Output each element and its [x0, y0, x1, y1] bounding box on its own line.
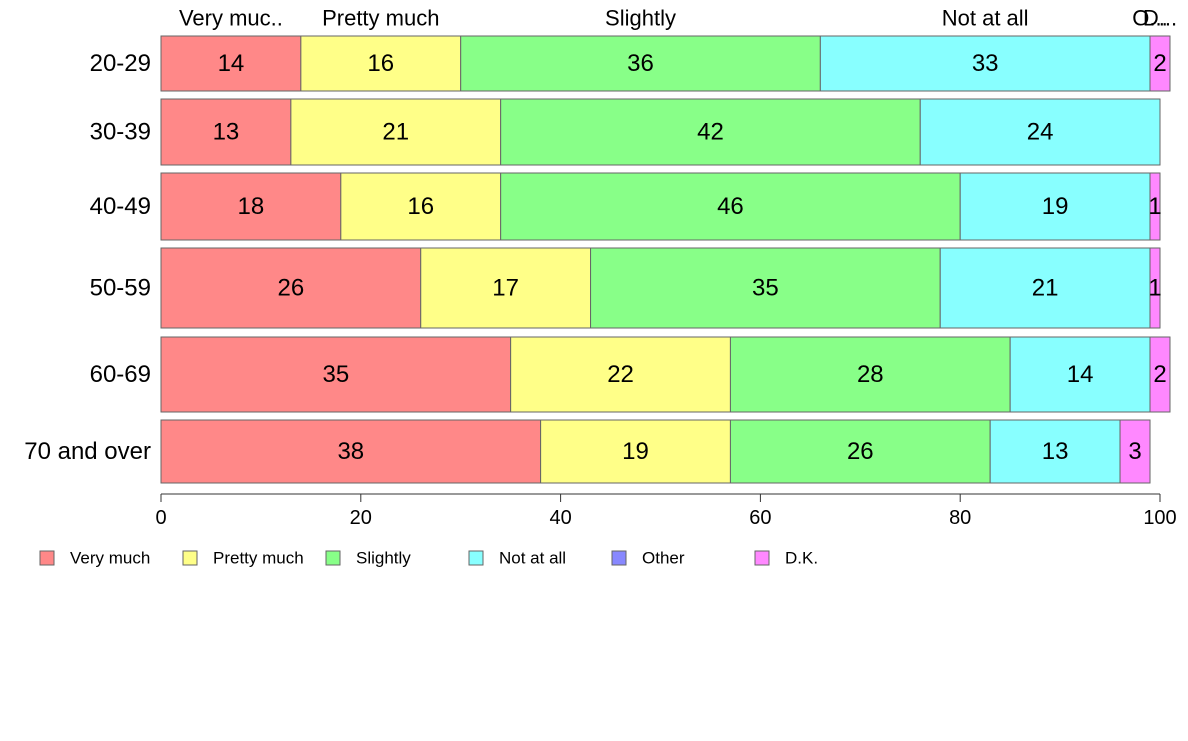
bar-segment — [160, 336, 512, 413]
bar-segment — [939, 247, 1151, 329]
bar-value-label: 13 — [1042, 438, 1069, 465]
bar-value-label: 1 — [1148, 193, 1161, 220]
legend-swatch — [611, 550, 627, 566]
top-series-label: Slightly — [605, 6, 676, 31]
legend-swatch — [325, 550, 341, 566]
bar-segment — [590, 247, 941, 329]
bar-segment — [540, 419, 731, 484]
bar-segment — [500, 172, 961, 241]
bar-value-label: 26 — [278, 275, 305, 302]
bar-value-label: 22 — [607, 361, 634, 388]
bar-segment — [1149, 172, 1161, 241]
bar-value-label: 16 — [407, 193, 434, 220]
bar-value-label: 3 — [1128, 438, 1141, 465]
bar-segment — [1149, 35, 1171, 92]
top-series-label: Pretty much — [322, 6, 439, 31]
bar-segment — [340, 172, 502, 241]
category-label: 50-59 — [90, 275, 151, 302]
bar-value-label: 14 — [1067, 361, 1094, 388]
bar-segment — [959, 172, 1151, 241]
legend-swatch — [468, 550, 484, 566]
bar-value-label: 17 — [492, 275, 519, 302]
bar-value-label: 46 — [717, 193, 744, 220]
bar-segment — [1149, 336, 1171, 413]
legend-label: D.K. — [785, 549, 818, 568]
bar-value-label: 26 — [847, 438, 874, 465]
bar-value-label: 36 — [627, 50, 654, 77]
bar-segment — [160, 35, 302, 92]
bar-value-label: 2 — [1153, 361, 1166, 388]
x-tick-label: 40 — [549, 507, 571, 529]
bar-value-label: 18 — [238, 193, 265, 220]
bar-value-label: 19 — [622, 438, 649, 465]
bar-segment — [460, 35, 821, 92]
bar-segment — [290, 98, 502, 166]
bar-value-label: 1 — [1148, 275, 1161, 302]
legend-swatch — [182, 550, 198, 566]
x-tick-label: 0 — [155, 507, 166, 529]
bar-value-label: 2 — [1153, 50, 1166, 77]
bar-value-label: 13 — [213, 119, 240, 146]
bar-value-label: 35 — [322, 361, 349, 388]
legend-label: Other — [642, 549, 685, 568]
top-series-label: O... — [1132, 6, 1167, 31]
bar-segment — [729, 336, 1011, 413]
bar-segment — [420, 247, 592, 329]
bar-segment — [500, 98, 921, 166]
x-tick-label: 20 — [350, 507, 372, 529]
bar-segment — [1119, 419, 1151, 484]
top-series-label: Not at all — [942, 6, 1029, 31]
bar-value-label: 19 — [1042, 193, 1069, 220]
legend-swatch — [39, 550, 55, 566]
bar-segment — [1009, 336, 1151, 413]
bar-segment — [160, 419, 542, 484]
legend-label: Very much — [70, 549, 150, 568]
bar-value-label: 35 — [752, 275, 779, 302]
bar-value-label: 21 — [382, 119, 409, 146]
bar-value-label: 33 — [972, 50, 999, 77]
bar-segment — [989, 419, 1121, 484]
x-tick-label: 60 — [749, 507, 771, 529]
top-series-label: Very muc.. — [179, 6, 283, 31]
bar-segment — [1149, 247, 1161, 329]
bar-value-label: 28 — [857, 361, 884, 388]
bar-segment — [160, 98, 292, 166]
bar-value-label: 42 — [697, 119, 724, 146]
top-series-label: D... — [1143, 6, 1177, 31]
category-label: 40-49 — [90, 193, 151, 220]
category-label: 20-29 — [90, 50, 151, 77]
bar-segment — [300, 35, 462, 92]
bar-segment — [729, 419, 991, 484]
legend-swatch — [754, 550, 770, 566]
legend-label: Not at all — [499, 549, 566, 568]
category-label: 60-69 — [90, 361, 151, 388]
bar-value-label: 21 — [1032, 275, 1059, 302]
category-label: 30-39 — [90, 119, 151, 146]
bar-segment — [819, 35, 1151, 92]
bar-segment — [919, 98, 1161, 166]
bar-segment — [160, 172, 342, 241]
legend-label: Pretty much — [213, 549, 304, 568]
bar-value-label: 38 — [337, 438, 364, 465]
legend-label: Slightly — [356, 549, 411, 568]
bar-value-label: 14 — [218, 50, 245, 77]
bar-value-label: 16 — [367, 50, 394, 77]
x-tick-label: 100 — [1143, 507, 1176, 529]
category-label: 70 and over — [24, 438, 151, 465]
x-tick-label: 80 — [949, 507, 971, 529]
bar-value-label: 24 — [1027, 119, 1054, 146]
